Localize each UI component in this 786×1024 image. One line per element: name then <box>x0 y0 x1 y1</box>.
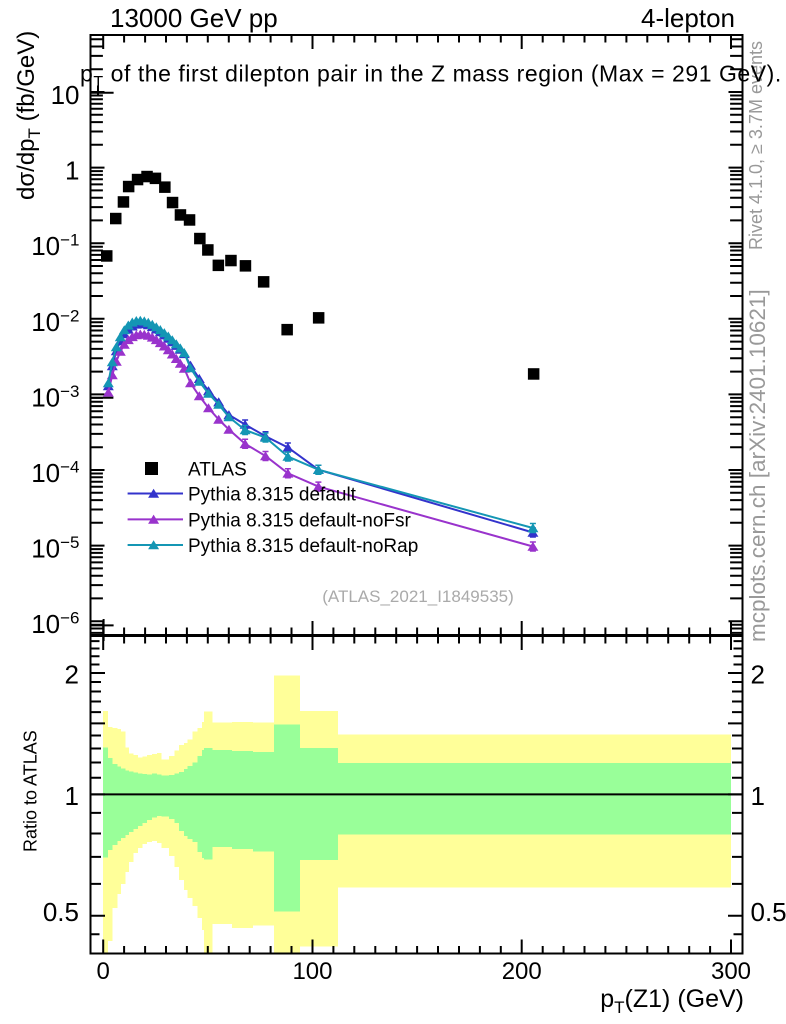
svg-text:0.5: 0.5 <box>751 897 786 927</box>
svg-text:300: 300 <box>711 958 751 985</box>
svg-text:0: 0 <box>97 958 110 985</box>
svg-text:2: 2 <box>751 660 765 690</box>
svg-text:4-lepton: 4-lepton <box>641 3 735 33</box>
svg-text:pT of the first dilepton pair: pT of the first dilepton pair in the Z m… <box>80 61 782 92</box>
svg-text:Pythia 8.315 default: Pythia 8.315 default <box>188 485 357 506</box>
svg-text:(ATLAS_2021_I1849535): (ATLAS_2021_I1849535) <box>322 587 514 606</box>
svg-text:10−5: 10−5 <box>31 533 79 564</box>
svg-text:10: 10 <box>51 80 80 110</box>
svg-text:Pythia 8.315 default-noRap: Pythia 8.315 default-noRap <box>188 536 418 557</box>
svg-text:dσ/dpT (fb/GeV): dσ/dpT (fb/GeV) <box>13 31 44 200</box>
svg-text:10−4: 10−4 <box>31 458 79 489</box>
svg-text:0.5: 0.5 <box>43 897 79 927</box>
svg-text:Rivet 4.1.0, ≥ 3.7M events: Rivet 4.1.0, ≥ 3.7M events <box>746 41 766 250</box>
svg-text:1: 1 <box>751 781 765 811</box>
svg-text:mcplots.cern.ch [arXiv:2401.10: mcplots.cern.ch [arXiv:2401.10621] <box>745 289 770 642</box>
svg-text:pT(Z1) (GeV): pT(Z1) (GeV) <box>600 985 744 1017</box>
svg-text:100: 100 <box>292 958 332 985</box>
svg-text:2: 2 <box>65 660 79 690</box>
svg-text:ATLAS: ATLAS <box>188 460 247 481</box>
svg-text:Pythia 8.315 default-noFsr: Pythia 8.315 default-noFsr <box>188 510 412 531</box>
svg-text:1: 1 <box>65 156 79 186</box>
svg-text:1: 1 <box>65 781 79 811</box>
svg-text:Ratio to ATLAS: Ratio to ATLAS <box>21 730 41 852</box>
svg-text:13000 GeV pp: 13000 GeV pp <box>110 3 278 33</box>
svg-text:200: 200 <box>502 958 542 985</box>
